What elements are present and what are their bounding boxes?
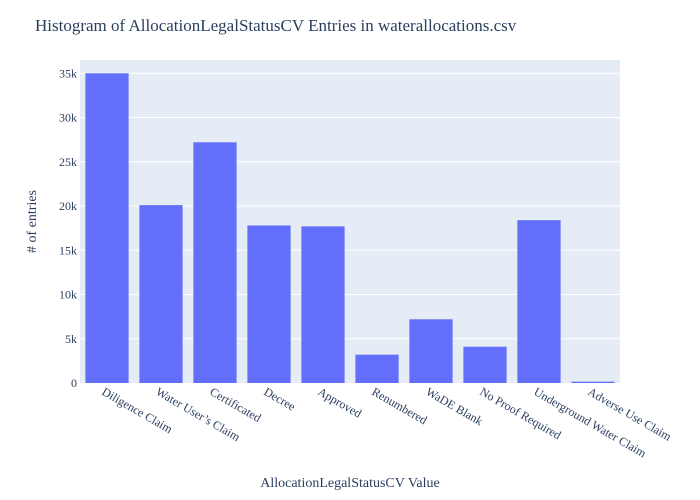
y-tick-label: 20k: [59, 199, 77, 213]
bar: [193, 142, 237, 383]
bar: [409, 319, 453, 383]
bar: [355, 354, 399, 383]
y-tick-label: 30k: [59, 111, 77, 125]
bar: [139, 205, 183, 383]
y-tick-label: 15k: [59, 243, 77, 257]
bar: [571, 381, 615, 383]
bar: [463, 346, 507, 383]
bars: [85, 73, 615, 383]
y-axis-title: # of entries: [25, 190, 40, 253]
y-tick-label: 5k: [65, 332, 77, 346]
bar: [517, 220, 561, 383]
x-axis-title: AllocationLegalStatusCV Value: [260, 476, 440, 491]
y-tick-label: 35k: [59, 66, 77, 80]
chart-title: Histogram of AllocationLegalStatusCV Ent…: [35, 16, 517, 35]
y-tick-label: 10k: [59, 288, 77, 302]
y-tick-label: 0: [71, 376, 77, 390]
bar: [301, 226, 345, 383]
y-tick-label: 25k: [59, 155, 77, 169]
bar: [85, 73, 129, 383]
y-axis-ticks: 0 5k 10k 15k 20k 25k 30k 35k: [59, 66, 77, 390]
bar: [247, 225, 291, 383]
